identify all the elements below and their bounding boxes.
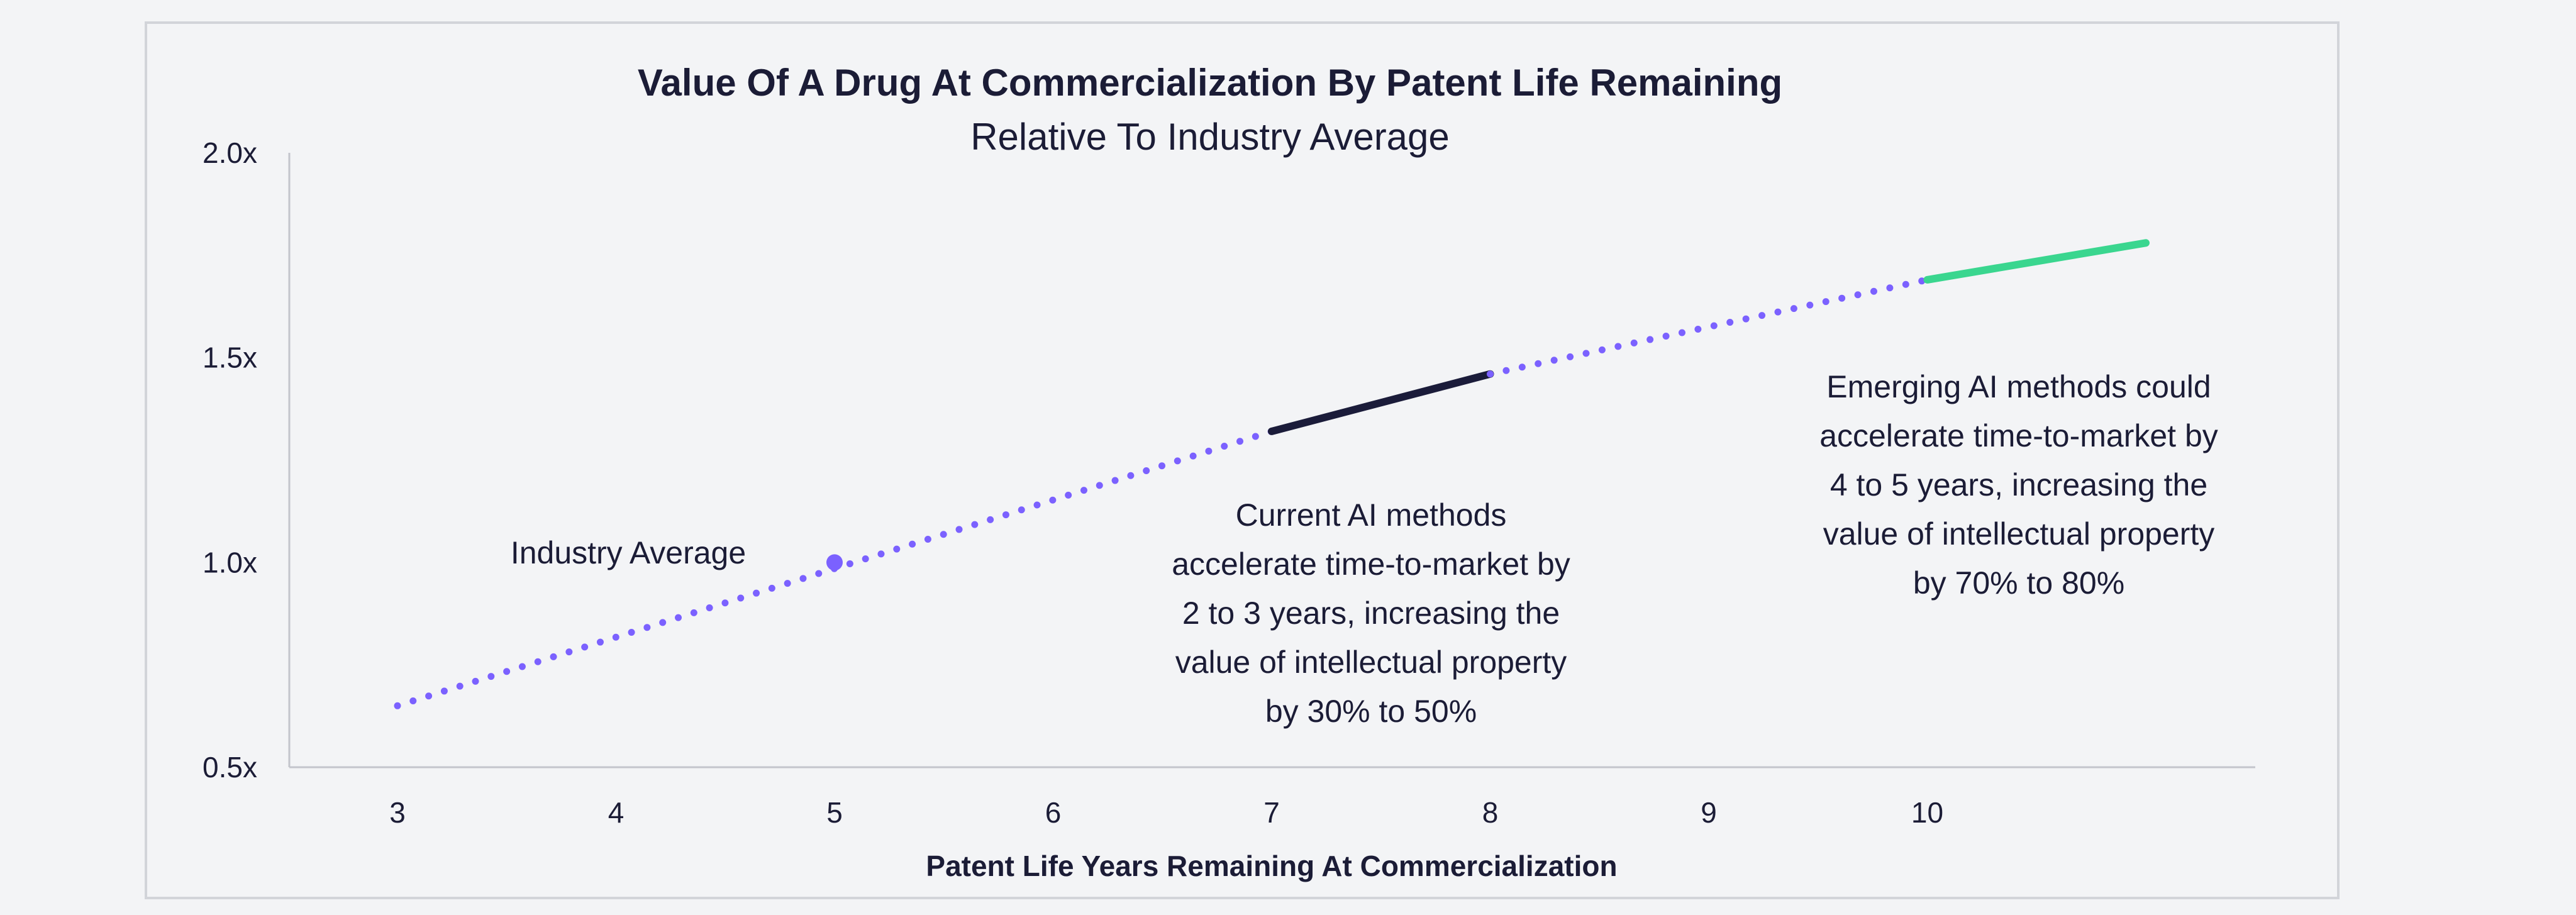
chart-frame: Value Of A Drug At Commercialization By …: [145, 21, 2340, 899]
annotation-line: Emerging AI methods could: [1826, 369, 2211, 404]
x-tick-label: 6: [1045, 796, 1062, 829]
annotation-line: value of intellectual property: [1823, 516, 2215, 552]
annotation-line: Industry Average: [511, 535, 746, 570]
series-line-3: [1487, 276, 1931, 378]
x-axis-label: Patent Life Years Remaining At Commercia…: [926, 850, 1617, 882]
annotation-line: value of intellectual property: [1175, 645, 1567, 680]
annotation-line: 4 to 5 years, increasing the: [1830, 467, 2207, 502]
annotation-line: accelerate time-to-market by: [1819, 418, 2218, 453]
annotation-line: by 70% to 80%: [1913, 565, 2124, 601]
chart-subtitle: Relative To Industry Average: [970, 116, 1450, 158]
chart-title: Value Of A Drug At Commercialization By …: [638, 62, 1782, 104]
x-tick-label: 9: [1701, 796, 1717, 829]
annotation-emerging: Emerging AI methods could accelerate time…: [1819, 369, 2218, 601]
y-tick-label: 1.5x: [203, 341, 257, 374]
x-tick-label: 10: [1911, 796, 1943, 829]
annotation-industry: Industry Average: [511, 535, 746, 570]
x-tick-label: 5: [826, 796, 843, 829]
annotations-group: Industry Average Current AI methods accele…: [511, 369, 2218, 729]
y-tick-label: 2.0x: [203, 136, 257, 169]
annotation-line: accelerate time-to-market by: [1172, 546, 1570, 582]
annotation-current: Current AI methods accelerate time-to-mar…: [1172, 497, 1570, 729]
chart-svg: Value Of A Drug At Commercialization By …: [203, 62, 2255, 882]
x-tick-labels: 3 4 5 6 7 8 9 10: [389, 796, 1943, 829]
y-tick-label: 1.0x: [203, 546, 257, 579]
x-tick-label: 4: [608, 796, 625, 829]
y-tick-labels: 0.5x 1.0x 1.5x 2.0x: [203, 136, 257, 784]
series-line-4: [1923, 239, 2150, 284]
industry-average-marker: [826, 554, 843, 571]
annotation-line: 2 to 3 years, increasing the: [1182, 596, 1560, 631]
annotation-line: Current AI methods: [1236, 497, 1507, 533]
x-tick-label: 7: [1263, 796, 1280, 829]
series-group: [394, 239, 2150, 709]
x-tick-label: 8: [1482, 796, 1499, 829]
x-tick-label: 3: [389, 796, 406, 829]
series-line-2: [1268, 370, 1494, 435]
y-tick-label: 0.5x: [203, 751, 257, 784]
annotation-line: by 30% to 50%: [1265, 694, 1477, 729]
